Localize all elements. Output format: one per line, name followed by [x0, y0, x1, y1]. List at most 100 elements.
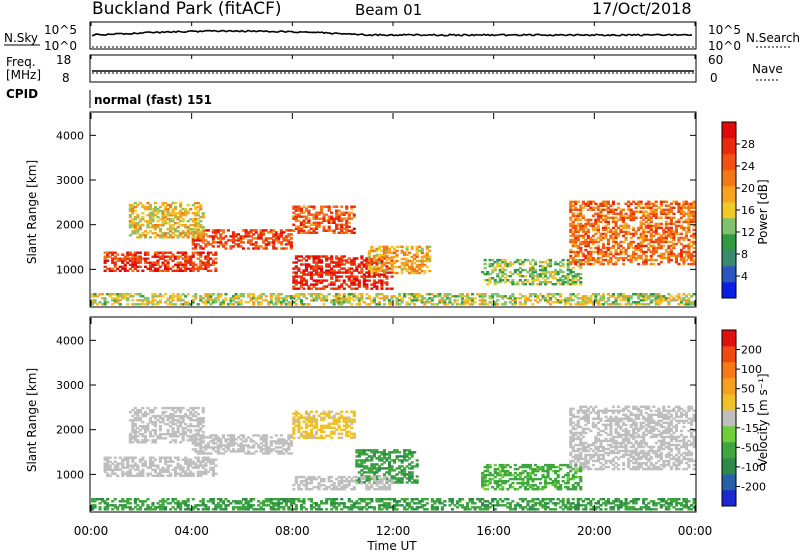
- heatmap-cell: [136, 261, 140, 264]
- heatmap-cell: [126, 255, 130, 258]
- heatmap-cell: [231, 508, 236, 511]
- heatmap-cell: [307, 424, 311, 428]
- heatmap-cell: [156, 207, 160, 211]
- heatmap-cell: [244, 235, 248, 238]
- heatmap-cell: [274, 239, 278, 242]
- heatmap-cell: [493, 303, 497, 306]
- heatmap-cell: [292, 498, 296, 501]
- heatmap-cell: [596, 301, 601, 304]
- heatmap-cell: [400, 249, 404, 253]
- heatmap-cell: [405, 508, 409, 511]
- heatmap-cell: [209, 452, 213, 455]
- heatmap-cell: [304, 273, 309, 276]
- heatmap-cell: [297, 205, 301, 208]
- heatmap-cell: [151, 295, 155, 298]
- heatmap-cell: [632, 210, 636, 214]
- heatmap-cell: [121, 261, 125, 264]
- heatmap-cell: [622, 297, 626, 300]
- heatmap-cell: [672, 498, 676, 501]
- heatmap-cell: [584, 498, 588, 501]
- heatmap-cell: [352, 231, 356, 235]
- heatmap-cell: [649, 220, 653, 224]
- heatmap-cell: [174, 456, 178, 459]
- heatmap-cell: [199, 472, 203, 476]
- heatmap-cell: [292, 295, 296, 298]
- heatmap-cell: [659, 226, 663, 230]
- heatmap-cell: [327, 412, 331, 415]
- heatmap-cell: [617, 234, 621, 238]
- heatmap-cell: [385, 275, 389, 278]
- heatmap-cell: [350, 426, 354, 430]
- heatmap-cell: [320, 217, 324, 220]
- heatmap-cell: [637, 508, 641, 511]
- heatmap-cell: [634, 244, 638, 248]
- heatmap-cell: [128, 474, 132, 478]
- heatmap-cell: [320, 500, 324, 503]
- heatmap-cell: [116, 464, 120, 467]
- heatmap-cell: [657, 240, 661, 244]
- heatmap-cell: [448, 297, 452, 300]
- heatmap-cell: [224, 297, 228, 300]
- heatmap-cell: [672, 254, 676, 258]
- heatmap-cell: [659, 212, 663, 216]
- heatmap-cell: [320, 221, 324, 225]
- heatmap-cell: [126, 253, 130, 256]
- heatmap-cell: [687, 238, 691, 242]
- heatmap-cell: [408, 506, 412, 509]
- heatmap-cell: [242, 235, 246, 238]
- heatmap-cell: [523, 301, 528, 304]
- heatmap-cell: [380, 281, 384, 284]
- heatmap-cell: [128, 435, 132, 438]
- heatmap-cell: [158, 230, 163, 233]
- heatmap-cell: [611, 232, 616, 236]
- heatmap-cell: [443, 293, 447, 296]
- heatmap-cell: [189, 462, 193, 465]
- heatmap-cell: [584, 202, 588, 206]
- heatmap-cell: [405, 245, 409, 249]
- heatmap-cell: [118, 259, 122, 262]
- heatmap-cell: [138, 295, 142, 298]
- heatmap-cell: [556, 299, 560, 302]
- heatmap-cell: [390, 267, 394, 271]
- heatmap-cell: [533, 268, 538, 272]
- heatmap-cell: [146, 224, 150, 227]
- heatmap-cell: [279, 442, 283, 445]
- heatmap-cell: [420, 265, 424, 269]
- heatmap-cell: [264, 299, 268, 302]
- heatmap-cell: [108, 504, 112, 507]
- heatmap-cell: [652, 508, 656, 511]
- heatmap-cell: [576, 260, 580, 264]
- heatmap-cell: [420, 299, 424, 302]
- heatmap-cell: [649, 206, 653, 210]
- heatmap-cell: [609, 228, 613, 232]
- nsearch-tick-top: 10^5: [708, 23, 741, 37]
- heatmap-cell: [340, 267, 344, 270]
- heatmap-cell: [340, 229, 344, 233]
- heatmap-cell: [131, 253, 135, 256]
- heatmap-cell: [350, 410, 354, 413]
- heatmap-cell: [541, 500, 545, 503]
- heatmap-cell: [181, 474, 185, 478]
- heatmap-cell: [262, 247, 266, 250]
- heatmap-cell: [176, 234, 180, 237]
- heatmap-cell: [136, 504, 140, 507]
- heatmap-cell: [309, 504, 314, 507]
- heatmap-cell: [191, 265, 195, 269]
- heatmap-cell: [237, 444, 241, 447]
- heatmap-cell: [604, 226, 608, 230]
- heatmap-cell: [294, 227, 298, 231]
- y-tick-label: 1000: [56, 263, 84, 276]
- heatmap-cell: [169, 255, 173, 258]
- heatmap-cell: [269, 293, 273, 296]
- heatmap-cell: [264, 239, 268, 242]
- heatmap-cell: [176, 500, 180, 503]
- heatmap-cell: [380, 267, 384, 271]
- heatmap-cell: [229, 297, 233, 300]
- heatmap-cell: [564, 281, 568, 284]
- heatmap-cell: [581, 214, 585, 218]
- heatmap-cell: [606, 246, 611, 250]
- heatmap-cell: [181, 232, 185, 235]
- heatmap-cell: [128, 216, 132, 219]
- heatmap-cell: [242, 448, 246, 451]
- heatmap-cell: [211, 438, 215, 441]
